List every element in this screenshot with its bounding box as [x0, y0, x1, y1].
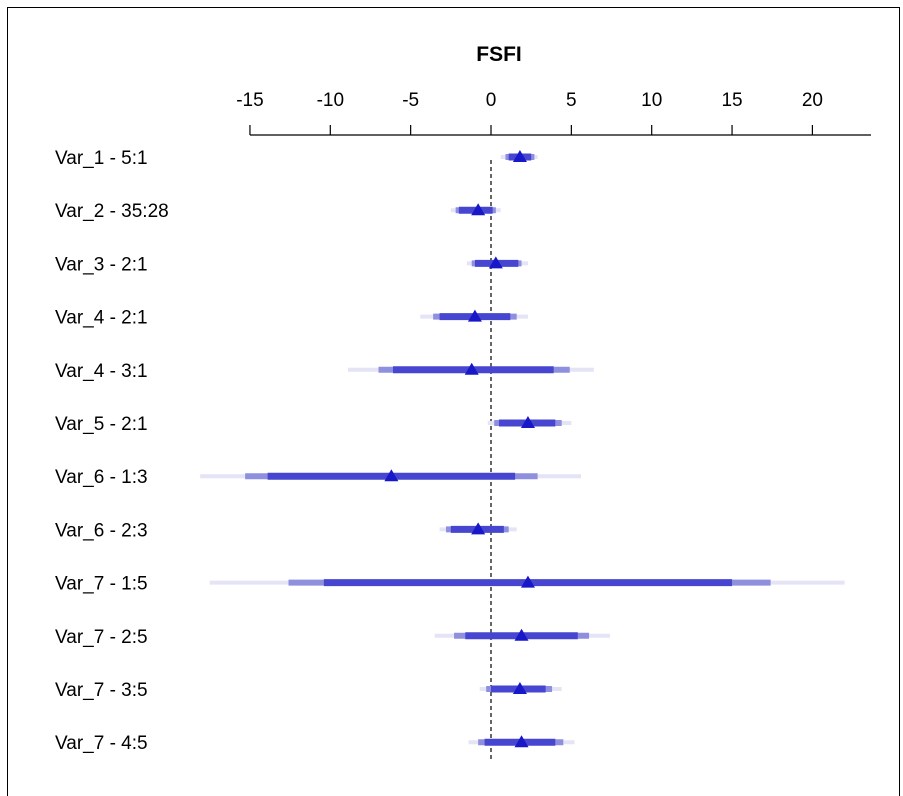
forest-row: Var_3 - 2:1 — [55, 254, 528, 275]
forest-row: Var_7 - 1:5 — [55, 574, 845, 595]
row-label: Var_7 - 2:5 — [55, 627, 148, 648]
forest-row: Var_6 - 1:3 — [55, 467, 581, 488]
forest-row: Var_6 - 2:3 — [55, 520, 517, 541]
x-tick-label: 20 — [802, 90, 823, 111]
point-estimate-triangle — [384, 469, 399, 482]
x-tick-label: 10 — [641, 90, 662, 111]
point-estimate-triangle — [471, 203, 486, 216]
point-estimate-triangle — [512, 682, 527, 694]
point-estimate-triangle — [471, 522, 486, 535]
x-tick-label: -15 — [236, 90, 263, 111]
point-estimate-triangle — [512, 150, 527, 162]
x-axis: -15 -10 -5 0 5 10 15 20 — [236, 90, 871, 136]
forest-row: Var_5 - 2:1 — [55, 414, 572, 435]
x-tick-label: -10 — [317, 90, 344, 111]
x-tick-label: 15 — [721, 90, 742, 111]
x-tick-label: 5 — [566, 90, 577, 111]
point-estimate-triangle — [467, 309, 482, 322]
row-label: Var_4 - 3:1 — [55, 361, 148, 382]
chart-title: FSFI — [476, 43, 522, 66]
row-label: Var_5 - 2:1 — [55, 414, 148, 435]
forest-row: Var_7 - 4:5 — [55, 733, 575, 754]
row-label: Var_7 - 3:5 — [55, 680, 148, 701]
forest-row: Var_7 - 2:5 — [55, 627, 610, 648]
forest-row: Var_2 - 35:28 — [55, 201, 501, 222]
row-label: Var_6 - 1:3 — [55, 467, 148, 488]
point-estimate-triangle — [514, 628, 529, 641]
row-label: Var_4 - 2:1 — [55, 308, 148, 329]
forest-row: Var_4 - 3:1 — [55, 361, 594, 382]
point-estimate-triangle — [520, 575, 535, 588]
forest-row: Var_4 - 2:1 — [55, 308, 528, 329]
point-estimate-triangle — [520, 416, 535, 428]
forest-row: Var_7 - 3:5 — [55, 680, 562, 701]
row-label: Var_1 - 5:1 — [55, 148, 148, 169]
row-label: Var_3 - 2:1 — [55, 254, 148, 275]
forest-row: Var_1 - 5:1 — [55, 148, 538, 169]
row-label: Var_7 - 1:5 — [55, 574, 148, 595]
point-estimate-triangle — [488, 256, 503, 269]
plot-frame — [7, 7, 900, 796]
row-label: Var_2 - 35:28 — [55, 201, 169, 222]
point-estimate-triangle — [464, 362, 479, 375]
x-tick-label: 0 — [486, 90, 497, 111]
x-tick-label: -5 — [402, 90, 419, 111]
row-label: Var_7 - 4:5 — [55, 733, 148, 754]
point-estimate-triangle — [514, 735, 529, 748]
rows-group: Var_1 - 5:1 Var_2 - 35:28 Var_3 - 2:1 Var_4… — [55, 148, 845, 754]
row-label: Var_6 - 2:3 — [55, 520, 148, 541]
